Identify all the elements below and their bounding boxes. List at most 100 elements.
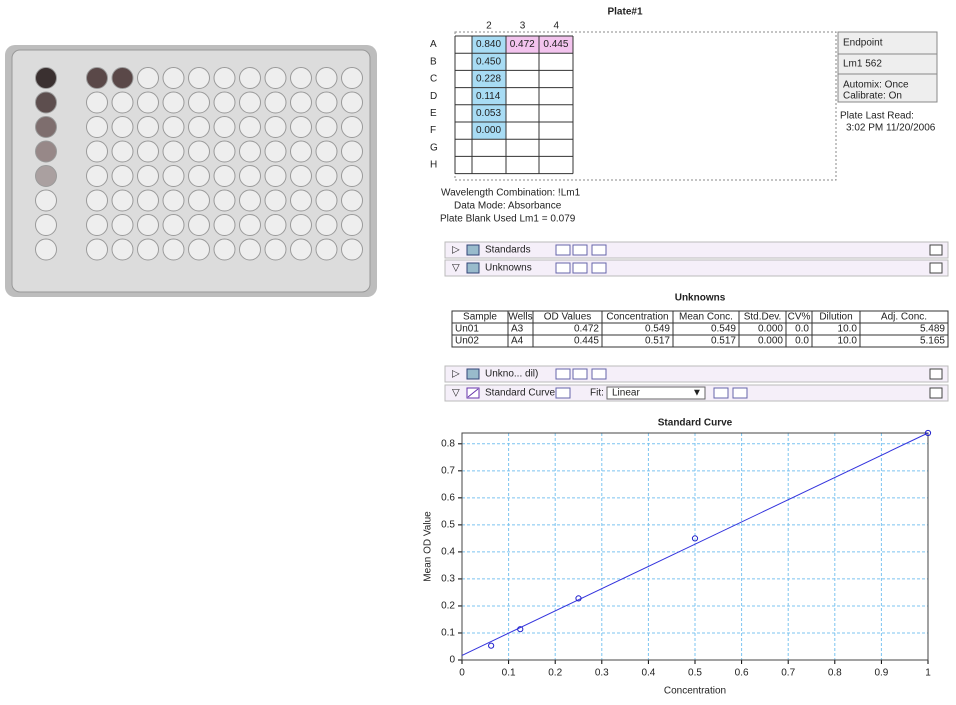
well — [291, 92, 312, 113]
plate-frame — [455, 32, 836, 180]
well — [87, 166, 108, 187]
table-cell: 10.0 — [838, 324, 858, 335]
chart-title: Standard Curve — [658, 418, 733, 429]
fit-value: Linear — [612, 388, 640, 399]
well — [265, 190, 286, 211]
well — [316, 190, 337, 211]
well — [240, 239, 261, 260]
well — [87, 190, 108, 211]
section-label: Unknowns — [485, 263, 532, 274]
well — [316, 92, 337, 113]
table-cell: Un02 — [455, 336, 479, 347]
well — [163, 92, 184, 113]
y-axis-label: Mean OD Value — [423, 511, 434, 582]
well — [342, 117, 363, 138]
well — [138, 92, 159, 113]
toggle: ▽ — [452, 263, 460, 274]
tool-button[interactable] — [556, 263, 570, 273]
tool-button[interactable] — [592, 263, 606, 273]
well — [36, 190, 57, 211]
tool-button[interactable] — [592, 369, 606, 379]
table-icon — [467, 263, 479, 273]
well-value: 0.472 — [510, 39, 535, 50]
expand-button[interactable] — [930, 263, 942, 273]
table-header: Wells — [508, 312, 532, 323]
well — [112, 68, 133, 89]
info-text: Calibrate: On — [843, 91, 902, 102]
well — [189, 166, 210, 187]
tool-button[interactable] — [573, 245, 587, 255]
well — [112, 215, 133, 236]
well — [265, 68, 286, 89]
well — [163, 190, 184, 211]
well — [342, 92, 363, 113]
x-tick-label: 0.5 — [688, 668, 702, 679]
well — [138, 141, 159, 162]
well-value: 0.053 — [476, 108, 501, 119]
expand-button[interactable] — [930, 369, 942, 379]
toggle: ▽ — [452, 388, 460, 399]
y-tick-label: 0.6 — [441, 492, 455, 503]
table-header: Adj. Conc. — [881, 312, 927, 323]
expand-button[interactable] — [930, 245, 942, 255]
x-tick-label: 0.4 — [641, 668, 655, 679]
well — [87, 92, 108, 113]
tool-button[interactable] — [733, 388, 747, 398]
well — [36, 239, 57, 260]
well — [87, 117, 108, 138]
column-header: 2 — [486, 21, 492, 32]
plate-note: Wavelength Combination: !Lm1 — [441, 188, 581, 199]
row-label: A — [430, 39, 437, 50]
table-title: Unknowns — [675, 293, 726, 304]
table-cell: 0.472 — [574, 324, 599, 335]
tool-button[interactable] — [714, 388, 728, 398]
well — [291, 166, 312, 187]
tool-button[interactable] — [592, 245, 606, 255]
expand-button[interactable] — [930, 388, 942, 398]
well — [316, 239, 337, 260]
well — [291, 215, 312, 236]
well — [342, 215, 363, 236]
tool-button[interactable] — [556, 245, 570, 255]
tool-button[interactable] — [573, 263, 587, 273]
well — [138, 239, 159, 260]
dropdown-arrow: ▼ — [692, 388, 702, 399]
tool-button[interactable] — [573, 369, 587, 379]
well — [316, 68, 337, 89]
well-value: 0.840 — [476, 39, 501, 50]
well — [138, 166, 159, 187]
well — [291, 190, 312, 211]
well — [291, 68, 312, 89]
well — [342, 141, 363, 162]
well — [240, 92, 261, 113]
table-header: CV% — [788, 312, 811, 323]
well — [342, 239, 363, 260]
table-cell: Un01 — [455, 324, 479, 335]
section-label: Standard Curve — [485, 388, 555, 399]
well — [316, 141, 337, 162]
well — [112, 239, 133, 260]
well — [189, 92, 210, 113]
info-text: Lm1 562 — [843, 59, 882, 70]
y-tick-label: 0.1 — [441, 628, 455, 639]
well — [342, 166, 363, 187]
table-cell: 0.000 — [758, 324, 783, 335]
table-cell: 0.0 — [795, 336, 809, 347]
table-icon — [467, 245, 479, 255]
well — [240, 117, 261, 138]
y-tick-label: 0.8 — [441, 438, 455, 449]
table-header: Sample — [463, 312, 497, 323]
well — [112, 117, 133, 138]
screen: Plate#1234A0.8400.4720.445B0.450C0.228D0… — [0, 0, 956, 700]
section-label: Standards — [485, 245, 531, 256]
well — [240, 215, 261, 236]
well — [214, 92, 235, 113]
well — [214, 141, 235, 162]
well — [291, 239, 312, 260]
well-value: 0.450 — [476, 56, 501, 67]
table-cell: A4 — [511, 336, 524, 347]
x-tick-label: 0 — [459, 668, 465, 679]
tool-button[interactable] — [556, 369, 570, 379]
well — [87, 215, 108, 236]
tool-button[interactable] — [556, 388, 570, 398]
